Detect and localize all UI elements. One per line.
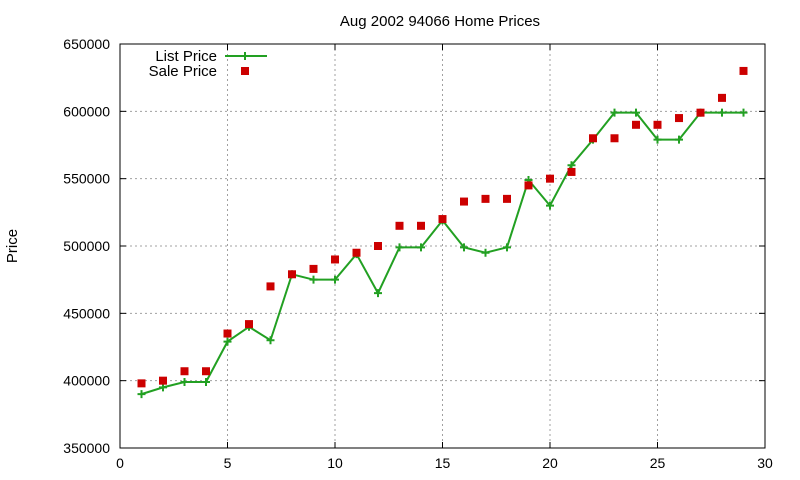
sale-price-point	[395, 221, 404, 230]
list-price-point	[395, 243, 404, 252]
sale-price-point	[610, 134, 619, 143]
list-price-point	[159, 383, 167, 392]
list-price-point	[481, 248, 490, 257]
legend-label-sale-price: Sale Price	[149, 63, 217, 80]
list-price-point	[374, 289, 382, 298]
y-tick-label: 650000	[63, 36, 110, 52]
sale-price-point	[331, 255, 339, 264]
sale-price-point	[632, 120, 640, 129]
sale-price-point	[180, 367, 189, 376]
list-price-point	[503, 243, 511, 252]
y-tick-label: 350000	[63, 440, 110, 456]
sale-price-point	[223, 329, 232, 338]
sale-price-point	[352, 248, 361, 257]
list-price-point	[137, 390, 146, 399]
grid-layer	[120, 44, 765, 448]
series-sale-price	[137, 66, 748, 388]
sale-price-point	[417, 221, 425, 230]
sale-price-point	[653, 120, 662, 129]
legend-swatch-sale-price	[241, 67, 249, 75]
list-price-point	[675, 135, 683, 144]
x-tick-label: 15	[435, 455, 451, 471]
sale-price-point	[546, 174, 554, 183]
list-price-point	[417, 243, 425, 252]
plot-frame	[119, 43, 766, 449]
sale-price-point	[481, 194, 490, 203]
list-price-point	[718, 108, 726, 117]
list-price-point	[266, 336, 275, 345]
legend-marker-list-price	[241, 52, 249, 60]
sale-price-point	[438, 215, 447, 224]
sale-price-point	[503, 194, 511, 203]
list-price-point	[739, 108, 748, 117]
x-tick-label: 0	[116, 455, 124, 471]
chart-title: Aug 2002 94066 Home Prices	[340, 13, 540, 30]
sale-price-point	[245, 320, 253, 329]
y-tick-label: 400000	[63, 373, 110, 389]
list-price-point	[223, 337, 232, 346]
list-price-point	[546, 201, 554, 210]
x-tick-label: 5	[224, 455, 232, 471]
list-price-point	[567, 161, 576, 170]
sale-price-point	[460, 197, 468, 206]
list-price-point	[309, 275, 318, 284]
y-axis-label: Price	[4, 229, 21, 263]
sale-price-point	[589, 134, 597, 143]
list-price-point	[460, 243, 468, 252]
sale-price-point	[159, 376, 167, 385]
list-price-point	[653, 135, 662, 144]
sale-price-point	[567, 167, 576, 176]
legend: List Price Sale Price	[149, 48, 267, 80]
sale-price-point	[137, 379, 146, 388]
y-tick-label: 550000	[63, 171, 110, 187]
x-tick-label: 10	[327, 455, 343, 471]
series-layer	[137, 66, 748, 399]
sale-price-point	[374, 242, 382, 250]
sale-price-point	[309, 264, 318, 273]
list-price-point	[610, 108, 619, 117]
y-tick-label: 600000	[63, 103, 110, 119]
x-tick-label: 20	[542, 455, 558, 471]
x-tick-label: 30	[757, 455, 773, 471]
legend-label-list-price: List Price	[155, 48, 217, 65]
list-price-point	[180, 378, 189, 387]
sale-price-point	[696, 108, 705, 117]
sale-price-point	[288, 270, 296, 279]
x-tick-label: 25	[650, 455, 666, 471]
list-price-point	[632, 108, 640, 117]
sale-price-point	[202, 367, 210, 376]
list-price-point	[202, 378, 210, 387]
sale-price-point	[524, 181, 533, 190]
sale-price-point	[675, 114, 683, 123]
sale-price-point	[739, 66, 748, 75]
sale-price-point	[718, 93, 726, 102]
list-price-point	[331, 275, 339, 284]
sale-price-point	[266, 282, 275, 291]
y-tick-label: 450000	[63, 305, 110, 321]
y-tick-label: 500000	[63, 238, 110, 254]
tick-label-layer: 0 5 10 15 20 25 30 350000 400000 450000 500000 5500…	[63, 36, 773, 471]
